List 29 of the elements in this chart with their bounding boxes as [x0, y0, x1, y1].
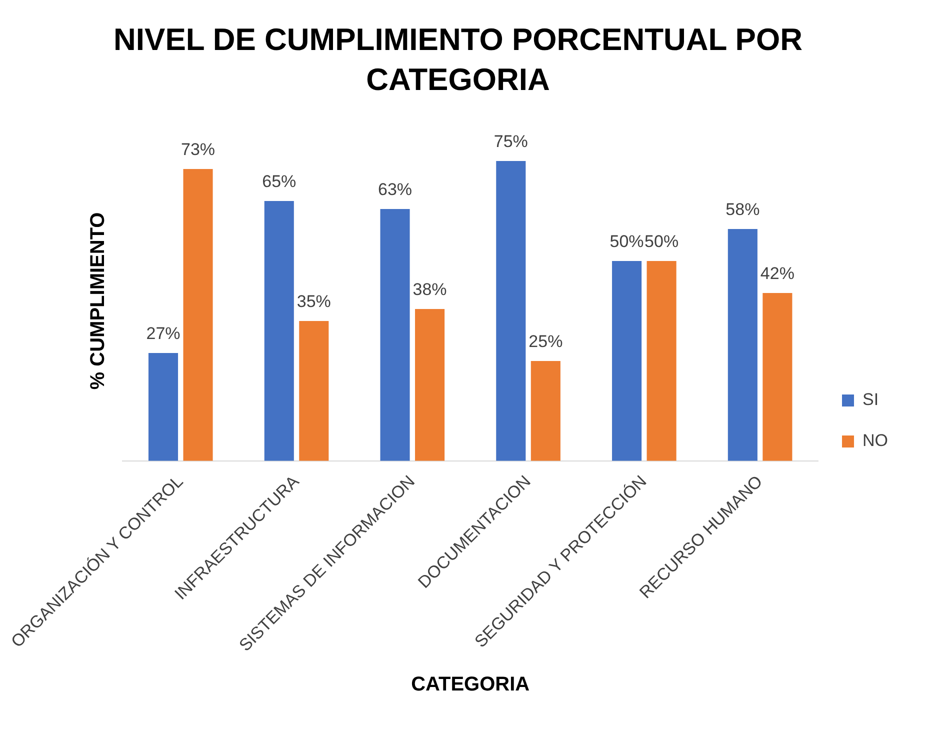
bar	[530, 360, 560, 461]
y-axis-title: % CUMPLIMIENTO	[87, 212, 110, 390]
legend-label: NO	[862, 430, 888, 450]
bar	[762, 292, 792, 461]
data-label: 73%	[181, 140, 216, 159]
x-axis-title: CATEGORIA	[411, 673, 530, 696]
data-label: 25%	[528, 332, 563, 351]
data-label: 50%	[610, 232, 644, 251]
bar	[496, 160, 526, 461]
bar	[612, 260, 642, 461]
bar	[148, 352, 178, 461]
data-label: 65%	[262, 172, 296, 191]
chart-title: NIVEL DE CUMPLIMIENTO PORCENTUAL POR CATEGORIA	[112, 21, 804, 100]
bar	[646, 260, 676, 461]
data-label: 58%	[726, 200, 760, 219]
data-label: 75%	[494, 132, 528, 151]
data-label: 42%	[760, 264, 794, 283]
bar	[183, 168, 213, 461]
legend-label: SI	[862, 390, 879, 409]
bar	[728, 228, 758, 461]
data-label: 35%	[296, 292, 331, 311]
bar	[380, 208, 410, 461]
bar	[415, 308, 445, 461]
bar	[299, 320, 329, 461]
bar	[264, 200, 294, 461]
data-label: 27%	[146, 324, 180, 343]
data-label: 63%	[378, 180, 412, 199]
data-label: 50%	[644, 232, 679, 251]
data-label: 38%	[412, 280, 447, 299]
